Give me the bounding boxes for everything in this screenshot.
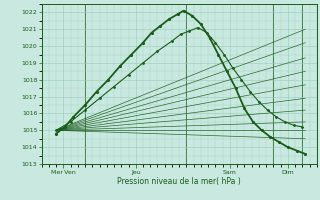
X-axis label: Pression niveau de la mer( hPa ): Pression niveau de la mer( hPa ) [117, 177, 241, 186]
